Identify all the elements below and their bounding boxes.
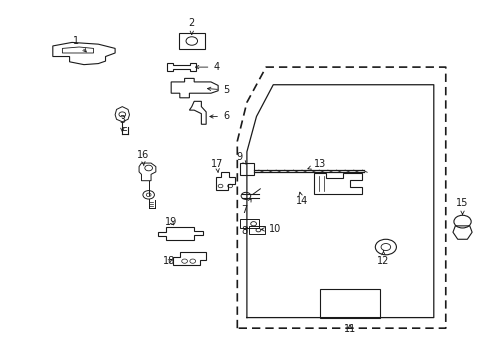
Text: 13: 13 <box>307 159 325 169</box>
Text: 9: 9 <box>236 152 246 164</box>
Text: 8: 8 <box>241 226 247 236</box>
Text: 12: 12 <box>377 251 389 266</box>
Text: 5: 5 <box>207 85 229 95</box>
Text: 2: 2 <box>188 18 195 35</box>
Text: 14: 14 <box>295 192 307 206</box>
Text: 3: 3 <box>119 115 125 131</box>
Text: 4: 4 <box>195 62 219 72</box>
Text: 7: 7 <box>241 198 251 215</box>
Text: 10: 10 <box>261 224 280 234</box>
Text: 18: 18 <box>163 256 175 266</box>
Text: 16: 16 <box>137 150 149 166</box>
Bar <box>320 289 379 318</box>
Text: 11: 11 <box>343 324 355 334</box>
Text: 15: 15 <box>455 198 468 214</box>
Text: 19: 19 <box>165 217 177 227</box>
Text: 1: 1 <box>73 36 86 52</box>
Text: 17: 17 <box>210 159 223 172</box>
Text: 6: 6 <box>209 112 228 121</box>
